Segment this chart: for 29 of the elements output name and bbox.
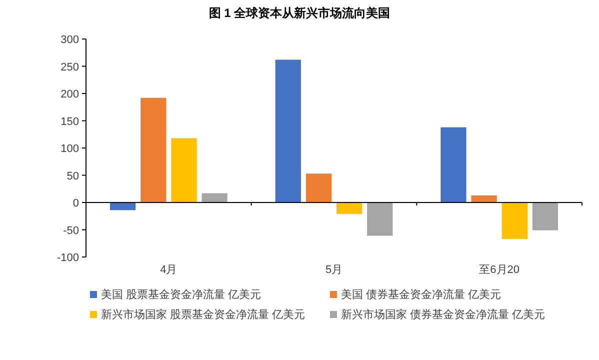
- bar: [202, 193, 228, 202]
- x-tick-label: 至6月20: [479, 264, 520, 276]
- y-tick-label: -50: [63, 224, 79, 237]
- legend-label: 新兴市场国家 股票基金资金净流量 亿美元: [101, 308, 306, 321]
- y-tick-label: 200: [60, 88, 79, 100]
- x-tick-label: 4月: [160, 264, 178, 276]
- bar: [336, 202, 362, 214]
- bar: [440, 127, 466, 202]
- chart-title: 图 1 全球资本从新兴市场流向美国: [208, 6, 390, 20]
- bar: [502, 202, 528, 240]
- bar: [532, 202, 558, 230]
- bar: [110, 202, 136, 210]
- bar: [171, 138, 197, 202]
- y-tick-label: -100: [56, 252, 79, 264]
- y-tick-label: 250: [60, 61, 79, 74]
- legend-label: 美国 债券基金资金净流量 亿美元: [341, 288, 502, 301]
- y-tick-label: 100: [60, 143, 79, 155]
- legend-label: 美国 股票基金资金净流量 亿美元: [101, 288, 262, 301]
- bar: [471, 195, 497, 202]
- bar: [367, 202, 393, 236]
- x-tick-label: 5月: [325, 264, 343, 276]
- y-tick-label: 50: [66, 170, 79, 182]
- bar: [306, 174, 332, 202]
- legend-label: 新兴市场国家 债券基金资金净流量 亿美元: [341, 308, 546, 321]
- y-tick-label: 0: [72, 198, 79, 210]
- y-tick-label: 150: [60, 116, 79, 128]
- y-tick-label: 300: [60, 34, 79, 46]
- bar: [140, 98, 166, 202]
- bar: [275, 60, 301, 202]
